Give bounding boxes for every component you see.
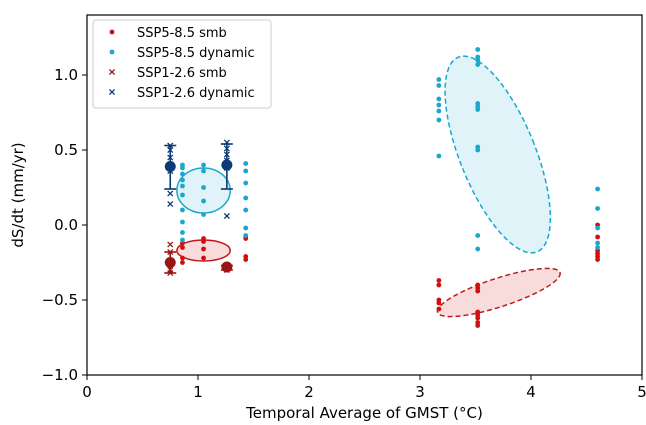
point-s1-15: [243, 161, 249, 166]
x-tick-label-5: 5: [637, 383, 646, 401]
point-s1-43: [595, 240, 600, 246]
point-s1-42: [595, 225, 600, 231]
legend: SSP5-8.5 smb SSP5-8.5 dynamic SSP1-2.6 smb…: [92, 19, 272, 109]
point-s1-35: [475, 107, 481, 112]
point-s0-30: [595, 257, 600, 262]
point-s0-5: [201, 239, 206, 244]
point-s0-11: [243, 257, 249, 262]
mean-marker-2: [164, 257, 176, 268]
point-s1-29: [475, 47, 481, 52]
point-s1-17: [243, 180, 249, 186]
y-tick-label-4: 1.0: [54, 66, 78, 84]
x-tick-label-0: 0: [82, 383, 92, 401]
point-s0-22: [475, 315, 481, 321]
x-axis-ticks: 0 1 2 3 4 5: [82, 375, 646, 401]
x-tick-label-2: 2: [304, 383, 314, 401]
confidence-ellipses: [176, 55, 561, 318]
y-tick-label-3: 0.5: [54, 141, 78, 159]
mean-marker-3: [221, 261, 233, 273]
legend-label-2: SSP1-2.6 smb: [137, 66, 227, 81]
mean-marker-0: [164, 161, 176, 172]
point-s0-15: [436, 300, 442, 306]
legend-marker-3: [108, 88, 116, 96]
point-s0-13: [436, 282, 442, 288]
y-tick-label-0: −1.0: [42, 366, 78, 384]
point-s1-8: [180, 230, 185, 235]
point-s3-6: [167, 200, 174, 208]
ellipse-2: [444, 55, 552, 254]
x-tick-label-1: 1: [193, 383, 203, 401]
point-s0-24: [475, 323, 481, 328]
point-s1-32: [475, 62, 481, 67]
point-s3-13: [223, 212, 230, 220]
legend-marker-2: [108, 68, 116, 76]
legend-label-3: SSP1-2.6 dynamic: [137, 86, 255, 101]
point-s1-26: [436, 108, 442, 114]
point-s1-16: [243, 168, 249, 174]
y-axis-label: dS/dt (mm/yr): [9, 142, 27, 247]
point-s0-12: [436, 278, 442, 283]
x-tick-label-3: 3: [415, 383, 425, 401]
legend-box: [92, 19, 272, 109]
legend-marker-0: [109, 29, 115, 35]
y-axis-ticks: −1.0 −0.5 0.0 0.5 1.0: [42, 66, 87, 384]
point-s1-12: [201, 185, 206, 190]
point-s1-25: [436, 102, 442, 108]
point-s0-26: [595, 234, 600, 240]
point-s1-39: [475, 246, 481, 252]
point-s1-20: [243, 225, 249, 231]
point-s0-16: [436, 306, 442, 312]
point-s1-10: [201, 162, 206, 168]
point-s0-6: [201, 246, 206, 252]
point-s1-11: [201, 168, 206, 174]
point-s1-3: [180, 177, 185, 183]
mean-markers: [164, 143, 233, 274]
point-s0-19: [475, 288, 481, 294]
point-s1-28: [436, 153, 442, 159]
y-tick-label-2: 0.0: [54, 216, 78, 234]
legend-marker-1: [109, 49, 115, 55]
point-s1-13: [201, 198, 206, 204]
legend-label-0: SSP5-8.5 smb: [137, 26, 227, 41]
point-s1-22: [436, 77, 442, 82]
point-s1-37: [475, 147, 481, 153]
point-s1-7: [180, 219, 185, 225]
mean-marker-1: [221, 159, 233, 171]
point-s3-5: [167, 190, 174, 197]
point-s1-40: [595, 186, 600, 192]
point-s0-7: [201, 255, 206, 261]
point-s1-4: [180, 183, 185, 189]
point-s1-24: [436, 96, 442, 102]
x-axis-label: Temporal Average of GMST (°C): [245, 404, 483, 422]
point-s0-1: [180, 245, 185, 250]
x-tick-label-4: 4: [526, 383, 536, 401]
point-s1-41: [595, 206, 600, 211]
point-s1-31: [475, 57, 481, 63]
point-s1-21: [243, 233, 249, 238]
ellipse-3: [436, 267, 561, 318]
point-s1-9: [180, 237, 185, 243]
point-s1-38: [475, 233, 481, 238]
point-s1-19: [243, 207, 249, 213]
point-s1-27: [436, 117, 442, 123]
plot-frame: [86, 14, 643, 376]
point-s1-1: [180, 165, 185, 171]
legend-label-1: SSP5-8.5 dynamic: [137, 46, 255, 61]
y-tick-label-1: −0.5: [42, 291, 78, 309]
ellipse-0: [176, 167, 231, 214]
point-s1-6: [180, 207, 185, 213]
point-s2-0: [167, 241, 174, 248]
point-s1-14: [201, 212, 206, 217]
point-s0-3: [180, 260, 185, 265]
point-s1-5: [180, 192, 185, 198]
point-s0-2: [180, 255, 185, 261]
point-s1-18: [243, 195, 249, 201]
point-s1-23: [436, 83, 442, 88]
point-s1-2: [180, 171, 185, 177]
point-s1-44: [595, 245, 600, 250]
